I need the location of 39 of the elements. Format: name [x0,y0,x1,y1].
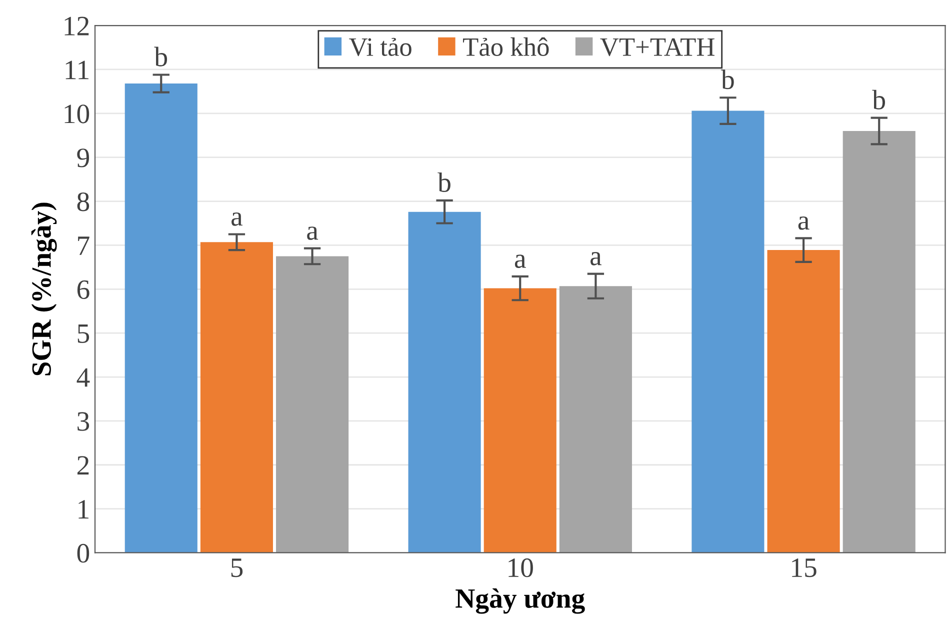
data-label: a [307,226,318,240]
legend-label: VT+TATH [600,38,714,56]
y-tick-label: 7 [78,236,90,255]
y-tick-label: 6 [77,280,90,300]
data-label: b [154,46,168,66]
y-tick-label: 2 [77,456,89,475]
bar [842,130,916,553]
bar [408,212,481,553]
data-label: b [872,90,886,110]
data-label: a [514,254,526,268]
data-label: b [721,70,734,90]
bar [200,242,273,553]
y-tick-label: 12 [64,16,89,36]
x-tick-label: 10 [508,558,533,578]
data-label: a [798,216,810,230]
x-axis-title: Ngày ương [456,588,585,614]
bar [767,250,840,553]
y-tick-label: 5 [78,324,90,343]
y-tick-label: 9 [77,148,89,168]
x-tick-label: 15 [792,558,816,578]
y-tick-label: 0 [77,544,90,563]
legend-label: Vi tảo [349,38,412,56]
bar [124,84,198,553]
data-label: a [232,212,242,226]
y-tick-label: 4 [76,368,90,387]
y-tick-label: 11 [66,60,88,80]
bar [692,110,764,553]
data-label: b [438,172,450,192]
bar [559,286,632,553]
y-tick-label: 3 [78,412,90,431]
y-tick-label: 1 [78,500,88,518]
y-tick-label: 8 [77,192,90,212]
y-axis-title: SGR (%/ngày) [31,202,57,376]
legend-label: Tảo khô [463,37,549,56]
bar [276,256,349,553]
y-tick-label: 10 [64,104,90,124]
bar [484,288,556,553]
data-label: a [590,252,602,266]
x-tick-label: 5 [231,558,243,578]
